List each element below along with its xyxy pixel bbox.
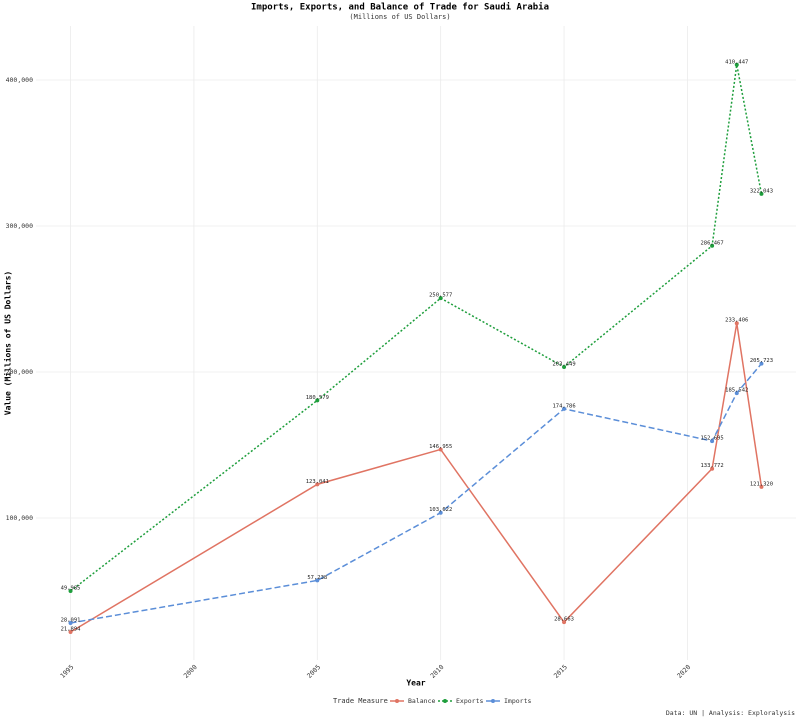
- x-tick-label: 2010: [429, 663, 446, 680]
- data-point: [759, 484, 764, 489]
- y-tick-label: 300,000: [6, 222, 33, 230]
- data-point: [438, 447, 443, 452]
- x-tick-label: 2000: [182, 663, 199, 680]
- data-point: [438, 296, 443, 301]
- data-label: 203,449: [552, 361, 575, 367]
- series-line: [70, 323, 763, 633]
- data-label: 410,447: [725, 59, 748, 65]
- x-tick-label: 2020: [676, 663, 693, 680]
- series-line: [70, 363, 763, 624]
- data-label: 205,723: [750, 358, 773, 364]
- data-point: [68, 589, 73, 594]
- data-point: [759, 361, 764, 366]
- x-tick-label: 1995: [59, 663, 76, 680]
- data-point: [710, 439, 715, 444]
- data-label: 57,238: [307, 575, 327, 581]
- legend-marker: [491, 699, 495, 703]
- data-point: [315, 482, 320, 487]
- data-point: [734, 321, 739, 326]
- y-tick-label: 200,000: [6, 368, 33, 376]
- data-label: 123,041: [306, 479, 329, 485]
- data-point: [710, 466, 715, 471]
- data-point: [315, 398, 320, 403]
- data-label: 286,467: [701, 240, 724, 246]
- y-axis-title: Value (Millions of US Dollars): [3, 271, 13, 416]
- data-label: 146,955: [429, 444, 452, 450]
- data-point: [438, 510, 443, 515]
- data-point: [734, 391, 739, 396]
- data-label: 322,043: [750, 188, 773, 194]
- legend-label: Balance: [408, 697, 435, 705]
- data-label: 185,542: [725, 388, 748, 394]
- data-point: [68, 620, 73, 625]
- data-point: [562, 364, 567, 369]
- data-label: 28,663: [554, 617, 574, 623]
- chart-subtitle: (Millions of US Dollars): [349, 13, 450, 21]
- data-point: [759, 191, 764, 196]
- legend-title: Trade Measure: [333, 697, 388, 705]
- data-point: [562, 620, 567, 625]
- data-label: 133,772: [701, 463, 724, 469]
- legend-marker: [395, 699, 399, 703]
- data-label: 21,894: [61, 627, 82, 633]
- chart-title: Imports, Exports, and Balance of Trade f…: [251, 2, 549, 13]
- x-tick-label: 2005: [305, 663, 322, 680]
- y-tick-label: 400,000: [6, 76, 33, 84]
- data-label: 121,320: [750, 481, 773, 487]
- caption: Data: UN | Analysis: Exploralysis: [666, 709, 795, 717]
- data-point: [562, 406, 567, 411]
- data-label: 49,985: [61, 586, 81, 592]
- data-point: [734, 62, 739, 67]
- legend-label: Imports: [504, 697, 531, 705]
- y-tick-label: 100,000: [6, 514, 33, 522]
- legend-label: Exports: [456, 697, 483, 705]
- data-label: 103,622: [429, 507, 452, 513]
- data-label: 174,786: [552, 403, 575, 409]
- data-label: 152,695: [701, 436, 724, 442]
- x-axis-title: Year: [406, 679, 425, 688]
- data-point: [315, 578, 320, 583]
- data-label: 28,091: [61, 617, 81, 623]
- series-line: [70, 64, 763, 592]
- legend-marker: [443, 699, 447, 703]
- data-label: 233,406: [725, 318, 748, 324]
- data-point: [68, 630, 73, 635]
- data-label: 180,579: [306, 395, 329, 401]
- data-point: [710, 243, 715, 248]
- x-tick-label: 2015: [552, 663, 569, 680]
- data-label: 250,577: [429, 293, 452, 299]
